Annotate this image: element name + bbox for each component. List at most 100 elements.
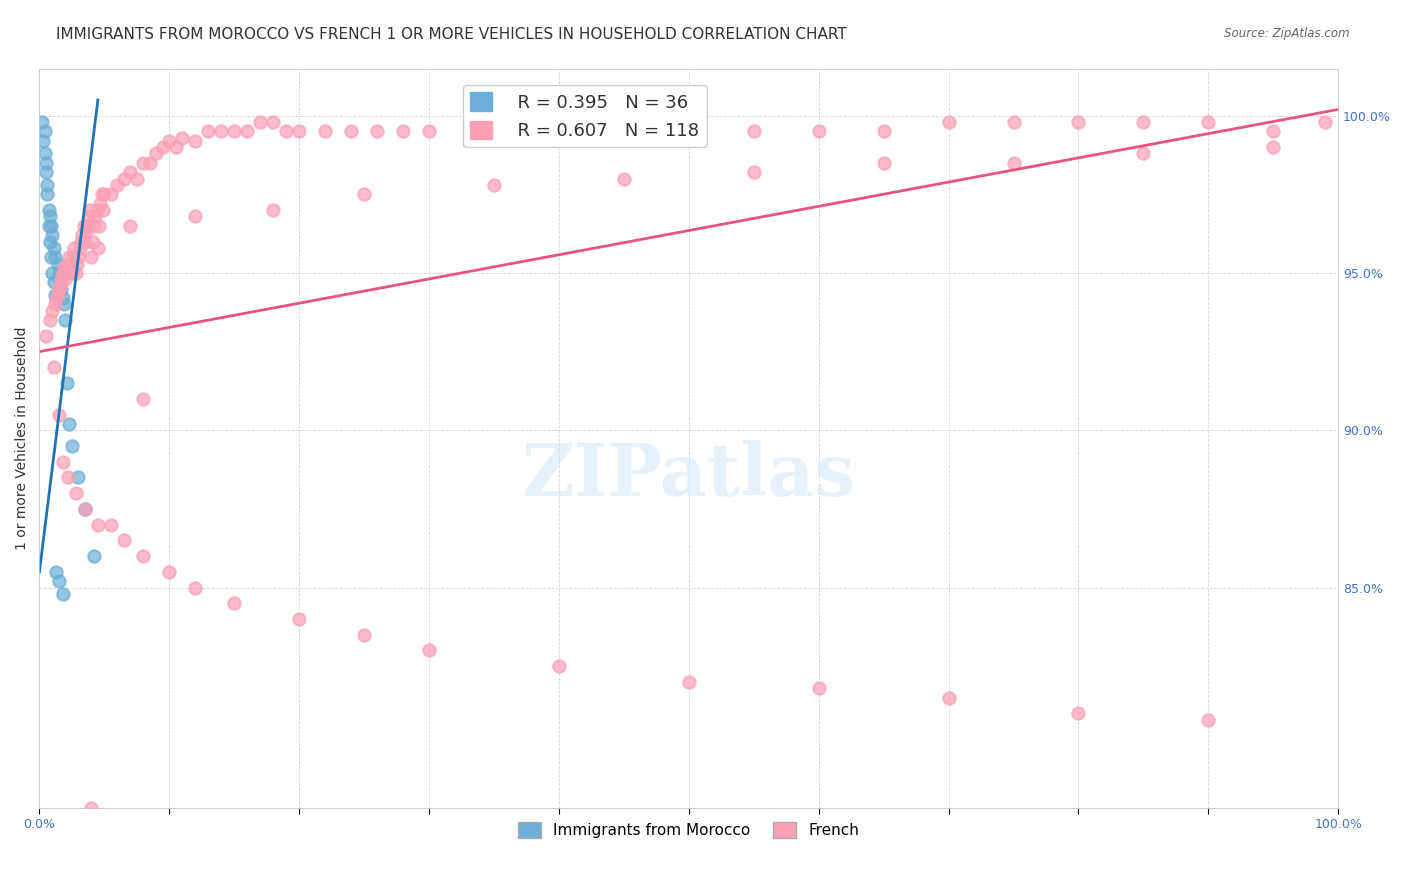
Point (1067, 706, 1090, 721)
Point (807, 681, 830, 696)
Point (392, 124, 415, 138)
Point (172, 130, 194, 145)
Point (77, 210, 100, 224)
Point (67, 250, 90, 264)
Text: IMMIGRANTS FROM MOROCCO VS FRENCH 1 OR MORE VEHICLES IN HOUSEHOLD CORRELATION CH: IMMIGRANTS FROM MOROCCO VS FRENCH 1 OR M… (56, 27, 846, 42)
Point (49, 272, 72, 286)
Point (288, 612, 311, 626)
Point (48, 408, 70, 422)
Point (49, 278, 72, 293)
Point (70, 235, 93, 249)
Point (548, 124, 571, 138)
Point (80, 801, 103, 815)
Point (1002, 156, 1025, 170)
Point (872, 124, 894, 138)
Point (366, 124, 388, 138)
Point (37, 187, 59, 202)
Point (807, 124, 830, 138)
Point (44, 288, 66, 302)
Point (83, 549, 105, 563)
Point (353, 628, 375, 642)
Point (67, 470, 90, 484)
Point (66, 256, 89, 270)
Point (1067, 115, 1090, 129)
Point (58, 417, 80, 431)
Point (59, 260, 82, 274)
Point (83, 219, 105, 233)
Point (72, 219, 94, 233)
Point (44, 297, 66, 311)
Point (42, 360, 65, 375)
Point (89, 196, 111, 211)
Point (52, 291, 75, 305)
Point (353, 187, 375, 202)
Point (105, 178, 128, 192)
Point (157, 565, 180, 579)
Point (742, 124, 765, 138)
Point (75, 225, 97, 239)
Point (34, 124, 56, 138)
Point (52, 455, 75, 469)
Point (125, 171, 148, 186)
Point (678, 674, 700, 689)
Point (249, 115, 271, 129)
Point (73, 502, 96, 516)
Point (197, 124, 219, 138)
Point (93, 187, 115, 202)
Point (184, 210, 207, 224)
Point (35, 329, 58, 343)
Point (1263, 140, 1285, 154)
Point (45, 291, 67, 305)
Point (276, 124, 298, 138)
Point (132, 549, 155, 563)
Point (42, 241, 65, 255)
Point (41, 228, 63, 243)
Point (52, 266, 75, 280)
Point (145, 146, 167, 161)
Point (938, 115, 960, 129)
Point (48, 282, 70, 296)
Point (48, 266, 70, 280)
Point (91, 203, 114, 218)
Point (340, 124, 363, 138)
Point (184, 581, 207, 595)
Text: Source: ZipAtlas.com: Source: ZipAtlas.com (1225, 27, 1350, 40)
Point (72, 228, 94, 243)
Point (31, 115, 53, 129)
Point (65, 266, 87, 280)
Point (38, 313, 60, 327)
Point (32, 134, 55, 148)
Point (48, 574, 70, 589)
Point (55, 272, 77, 286)
Point (1263, 124, 1285, 138)
Point (38, 219, 60, 233)
Point (86, 203, 108, 218)
Point (105, 816, 128, 830)
Point (120, 165, 142, 179)
Point (1132, 146, 1154, 161)
Point (63, 241, 86, 255)
Point (56, 256, 79, 270)
Point (41, 266, 63, 280)
Point (82, 235, 104, 249)
Point (236, 124, 259, 138)
Point (112, 533, 135, 548)
Point (418, 643, 440, 657)
Point (613, 171, 636, 186)
Point (482, 178, 505, 192)
Point (53, 297, 76, 311)
Point (62, 250, 84, 264)
Point (262, 203, 284, 218)
Point (678, 124, 700, 138)
Point (73, 235, 96, 249)
Point (55, 313, 77, 327)
Point (87, 241, 110, 255)
Point (35, 165, 58, 179)
Point (1197, 713, 1219, 727)
Point (60, 439, 83, 453)
Point (76, 219, 98, 233)
Point (112, 171, 135, 186)
Point (100, 517, 122, 532)
Point (482, 124, 505, 138)
Point (165, 140, 187, 154)
